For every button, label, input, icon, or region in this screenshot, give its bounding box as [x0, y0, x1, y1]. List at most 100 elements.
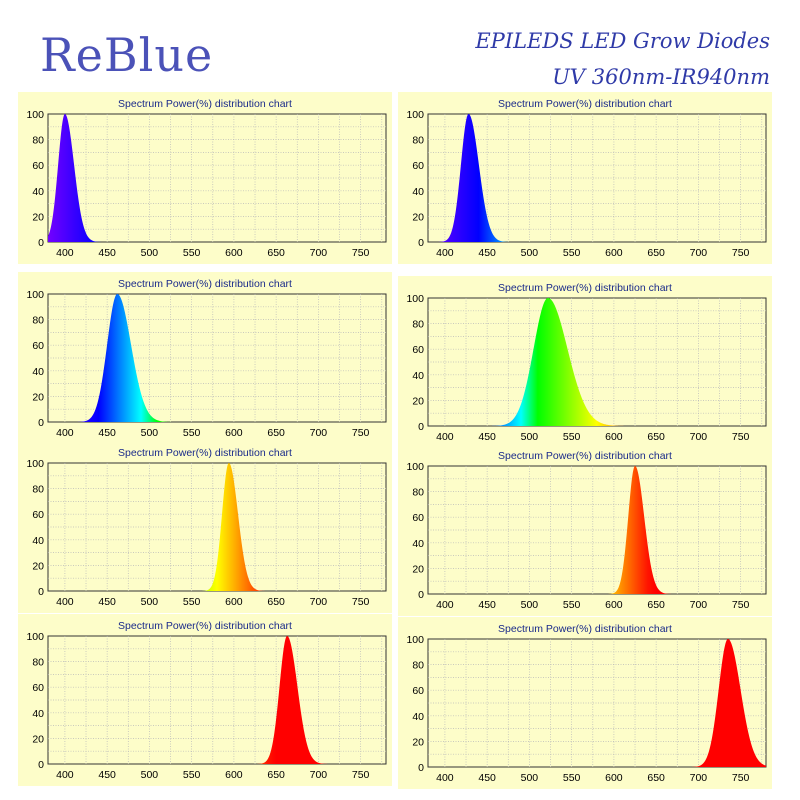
y-tick-label: 60: [412, 685, 424, 697]
x-tick-label: 600: [225, 247, 243, 259]
spectrum-curve: [428, 639, 766, 767]
chart-svg: 0 20 40 60 80 100 400 450 500 550 600 650 700 750: [26, 289, 387, 439]
x-tick-label: 600: [605, 431, 623, 443]
x-tick-label: 500: [521, 247, 539, 259]
y-tick-label: 80: [412, 660, 424, 672]
x-tick-label: 550: [183, 427, 201, 439]
x-tick-label: 500: [521, 431, 539, 443]
x-tick-label: 500: [141, 427, 159, 439]
y-tick-label: 0: [418, 421, 424, 433]
y-tick-label: 0: [418, 762, 424, 774]
x-tick-label: 750: [352, 596, 370, 608]
chart-svg: 0 20 40 60 80 100 400 450 500 550 600 650 700 750: [406, 293, 767, 443]
y-tick-label: 60: [32, 160, 44, 172]
x-tick-label: 450: [98, 769, 116, 781]
x-tick-label: 400: [56, 596, 74, 608]
y-tick-label: 100: [26, 631, 44, 643]
x-tick-label: 700: [310, 596, 328, 608]
x-tick-label: 450: [98, 596, 116, 608]
y-tick-label: 20: [412, 395, 424, 407]
x-tick-label: 550: [183, 596, 201, 608]
x-tick-label: 400: [56, 247, 74, 259]
spectrum-chart-2: 0 20 40 60 80 100 400 450 500 550 600 650 700 750 Spec…: [398, 92, 772, 264]
y-tick-label: 80: [412, 319, 424, 331]
y-tick-label: 0: [418, 589, 424, 601]
y-tick-label: 20: [412, 736, 424, 748]
x-tick-label: 600: [225, 596, 243, 608]
x-tick-label: 500: [521, 772, 539, 784]
y-tick-label: 60: [32, 509, 44, 521]
x-tick-label: 550: [563, 772, 581, 784]
x-tick-label: 700: [310, 769, 328, 781]
spectrum-chart-5: 0 20 40 60 80 100 400 450 500 550 600 650 700 750 Spec…: [18, 441, 392, 613]
spectrum-curve: [48, 114, 386, 242]
x-tick-label: 700: [690, 772, 708, 784]
x-tick-label: 700: [310, 427, 328, 439]
headline: EPILEDS LED Grow Diodes UV 360nm-IR940nm: [475, 26, 770, 92]
x-tick-label: 550: [183, 769, 201, 781]
x-tick-label: 600: [605, 599, 623, 611]
y-tick-label: 20: [32, 391, 44, 403]
y-tick-label: 40: [412, 538, 424, 550]
y-tick-label: 80: [32, 484, 44, 496]
y-tick-label: 60: [412, 160, 424, 172]
x-tick-label: 450: [478, 247, 496, 259]
x-tick-label: 400: [56, 769, 74, 781]
x-tick-label: 500: [141, 247, 159, 259]
y-tick-label: 100: [406, 293, 424, 305]
y-tick-label: 40: [32, 535, 44, 547]
chart-svg: 0 20 40 60 80 100 400 450 500 550 600 650 700 750: [26, 109, 387, 259]
spectrum-curve: [428, 114, 766, 242]
y-tick-label: 100: [26, 458, 44, 470]
y-tick-label: 40: [32, 366, 44, 378]
chart-svg: 0 20 40 60 80 100 400 450 500 550 600 650 700 750: [406, 634, 767, 784]
plot-area: [427, 465, 767, 595]
chart-svg: 0 20 40 60 80 100 400 450 500 550 600 650 700 750: [26, 458, 387, 608]
x-tick-label: 450: [478, 431, 496, 443]
x-tick-label: 650: [647, 772, 665, 784]
x-tick-label: 750: [732, 772, 750, 784]
spectrum-chart-4: 0 20 40 60 80 100 400 450 500 550 600 650 700 750 Spec…: [398, 276, 772, 448]
chart-title: Spectrum Power(%) distribution chart: [118, 447, 292, 459]
y-tick-label: 80: [412, 135, 424, 147]
x-tick-label: 700: [690, 431, 708, 443]
y-tick-label: 80: [32, 315, 44, 327]
x-tick-label: 650: [647, 431, 665, 443]
x-tick-label: 400: [436, 247, 454, 259]
x-tick-label: 700: [310, 247, 328, 259]
y-tick-label: 40: [412, 711, 424, 723]
y-tick-label: 80: [32, 657, 44, 669]
spectrum-curve: [48, 463, 386, 591]
y-tick-label: 20: [412, 563, 424, 575]
x-tick-label: 650: [267, 427, 285, 439]
chart-svg: 0 20 40 60 80 100 400 450 500 550 600 650 700 750: [26, 631, 387, 781]
y-tick-label: 40: [32, 708, 44, 720]
x-tick-label: 550: [183, 247, 201, 259]
y-tick-label: 60: [32, 340, 44, 352]
y-tick-label: 80: [412, 487, 424, 499]
chart-title: Spectrum Power(%) distribution chart: [498, 282, 672, 294]
y-tick-label: 40: [32, 186, 44, 198]
spectrum-chart-1: 0 20 40 60 80 100 400 450 500 550 600 650 700 750 Spec…: [18, 92, 392, 264]
y-tick-label: 100: [406, 634, 424, 646]
x-tick-label: 550: [563, 431, 581, 443]
y-tick-label: 100: [26, 109, 44, 121]
x-tick-label: 500: [141, 596, 159, 608]
y-tick-label: 100: [26, 289, 44, 301]
x-tick-label: 400: [56, 427, 74, 439]
y-tick-label: 80: [32, 135, 44, 147]
spectrum-curve: [48, 294, 386, 422]
x-tick-label: 550: [563, 247, 581, 259]
x-tick-label: 650: [647, 599, 665, 611]
x-tick-label: 700: [690, 599, 708, 611]
plot-area: [427, 297, 767, 427]
x-tick-label: 700: [690, 247, 708, 259]
y-tick-label: 0: [38, 759, 44, 771]
x-tick-label: 600: [605, 247, 623, 259]
y-tick-label: 0: [38, 237, 44, 249]
y-tick-label: 20: [32, 560, 44, 572]
chart-title: Spectrum Power(%) distribution chart: [118, 98, 292, 110]
x-tick-label: 500: [141, 769, 159, 781]
y-tick-label: 40: [412, 370, 424, 382]
x-tick-label: 750: [732, 431, 750, 443]
